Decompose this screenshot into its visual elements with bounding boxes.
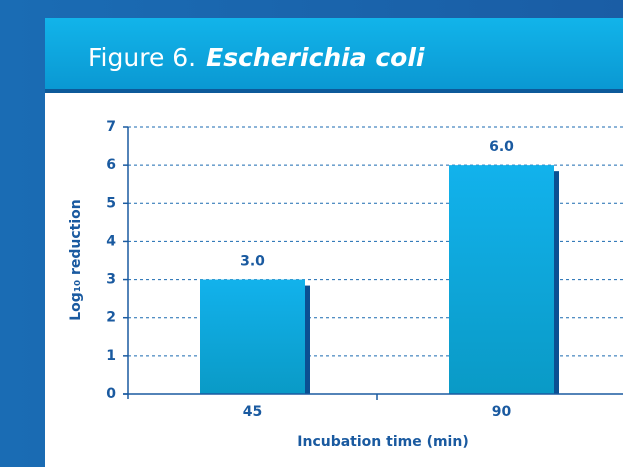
- x-axis-label: Incubation time (min): [297, 434, 468, 450]
- x-tick-label: 45: [243, 404, 262, 420]
- bar-shadow: [305, 285, 310, 394]
- y-tick-label: 1: [106, 348, 116, 364]
- y-tick-label: 0: [106, 386, 116, 402]
- y-axis-label: Log₁₀ reduction: [68, 199, 84, 320]
- y-tick-label: 7: [106, 119, 116, 135]
- y-tick-label: 5: [106, 195, 116, 211]
- x-tick-label: 90: [492, 404, 512, 420]
- title-organism: Escherichia coli: [206, 43, 425, 72]
- header-rule: [45, 89, 623, 93]
- title-prefix: Figure 6.: [88, 43, 196, 72]
- bar: [200, 279, 305, 394]
- header-band: [45, 18, 623, 90]
- bar-shadow: [554, 171, 559, 394]
- y-tick-label: 3: [106, 272, 116, 288]
- y-tick-label: 6: [106, 157, 116, 173]
- y-tick-label: 2: [106, 310, 116, 326]
- chart-title: Figure 6. Escherichia coli: [88, 43, 425, 72]
- bar: [449, 165, 554, 394]
- value-label: 3.0: [240, 254, 265, 270]
- value-label: 6.0: [489, 139, 514, 155]
- y-tick-label: 4: [106, 233, 116, 249]
